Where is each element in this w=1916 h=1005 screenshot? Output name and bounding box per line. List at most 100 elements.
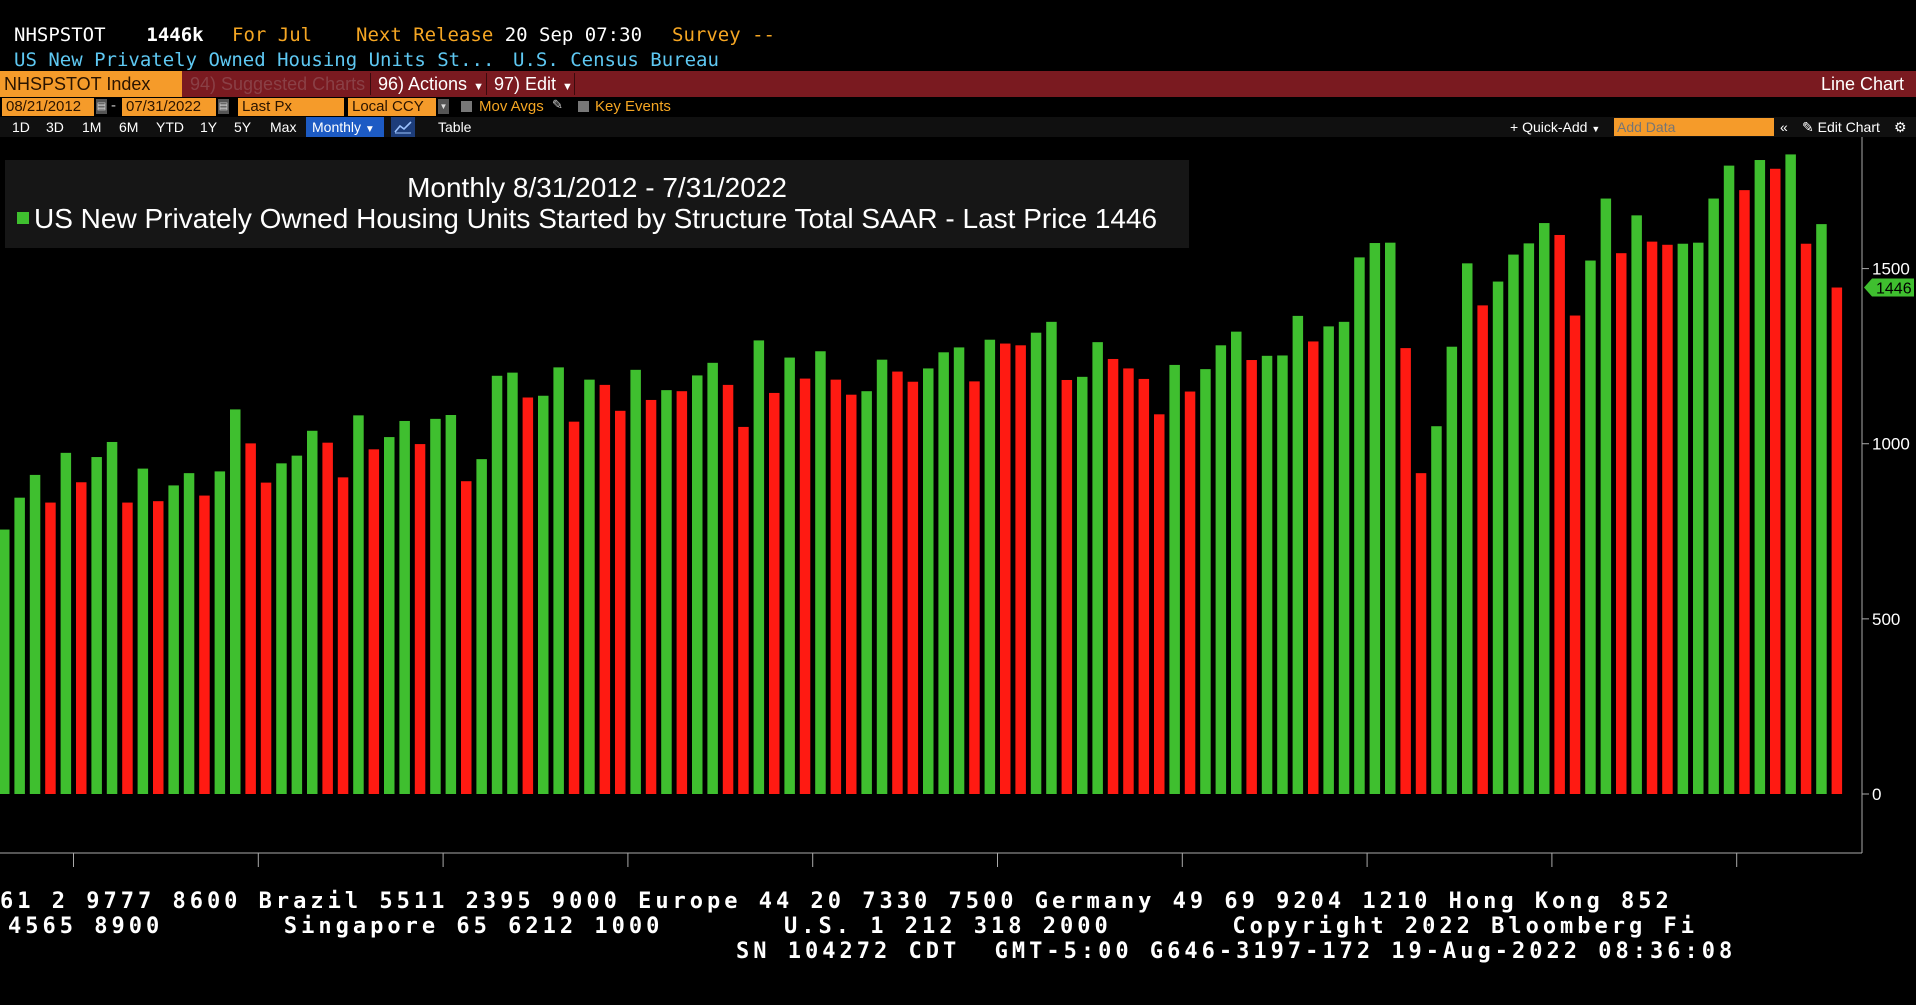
period-6m[interactable]: 6M bbox=[119, 119, 139, 135]
bar bbox=[538, 395, 549, 794]
frequency-label: Monthly bbox=[312, 119, 362, 135]
bar bbox=[769, 392, 780, 794]
chevron-down-icon[interactable]: ▼ bbox=[438, 99, 449, 114]
bar bbox=[1708, 198, 1719, 794]
edit-label: 97) Edit bbox=[494, 74, 557, 94]
bar bbox=[1554, 234, 1565, 794]
bar bbox=[1662, 244, 1673, 794]
bar bbox=[830, 379, 842, 794]
bar bbox=[476, 459, 487, 794]
edit-menu[interactable]: 97) Edit ▼ bbox=[494, 71, 573, 97]
edit-chart-button[interactable]: ✎ Edit Chart bbox=[1802, 117, 1880, 137]
bar bbox=[1508, 254, 1519, 794]
bar bbox=[214, 471, 226, 794]
bar bbox=[137, 468, 149, 794]
bar bbox=[1138, 378, 1150, 794]
bar bbox=[1831, 287, 1843, 794]
bar bbox=[1246, 360, 1257, 794]
end-date-field[interactable]: 07/31/2022 bbox=[122, 98, 216, 116]
bar bbox=[584, 379, 595, 794]
bar bbox=[183, 473, 195, 794]
bar bbox=[876, 359, 888, 794]
bar bbox=[645, 399, 657, 794]
pencil-icon[interactable]: ✎ bbox=[552, 97, 563, 112]
bar bbox=[1400, 348, 1411, 794]
bar bbox=[445, 415, 457, 794]
security-field[interactable]: NHSPSTOT Index bbox=[0, 71, 182, 97]
calendar-icon[interactable]: ▤ bbox=[96, 99, 107, 114]
bar bbox=[938, 352, 949, 794]
bar bbox=[1800, 243, 1812, 794]
period-3d[interactable]: 3D bbox=[46, 119, 64, 135]
bar bbox=[861, 391, 872, 794]
price-field-select[interactable]: Last Px bbox=[238, 98, 344, 116]
calendar-icon[interactable]: ▤ bbox=[218, 99, 229, 114]
bar bbox=[1539, 223, 1550, 794]
housing-starts-bar-chart: 0500100015002012201320142015201620172018… bbox=[0, 137, 1914, 867]
bar bbox=[76, 482, 87, 794]
bar bbox=[60, 452, 72, 794]
period-1m[interactable]: 1M bbox=[82, 119, 102, 135]
bar bbox=[1677, 243, 1689, 794]
collapse-icon[interactable]: « bbox=[1780, 119, 1788, 135]
bar bbox=[1462, 263, 1473, 794]
source-name: U.S. Census Bureau bbox=[513, 49, 719, 71]
caret-down-icon: ▼ bbox=[364, 124, 375, 135]
bar bbox=[892, 371, 903, 794]
bar bbox=[953, 347, 965, 794]
quick-add-button[interactable]: + Quick-Add ▼ bbox=[1510, 117, 1600, 137]
date-dash: - bbox=[111, 97, 116, 114]
period-5y[interactable]: 5Y bbox=[234, 119, 252, 135]
bar bbox=[1785, 154, 1796, 795]
ticker-label: NHSPSTOT bbox=[14, 24, 106, 46]
bar bbox=[1169, 364, 1180, 794]
start-date-field[interactable]: 08/21/2012 bbox=[2, 98, 94, 116]
bar bbox=[799, 378, 811, 794]
bar bbox=[14, 497, 25, 794]
bar bbox=[1739, 190, 1750, 794]
key-events-checkbox[interactable] bbox=[578, 101, 589, 112]
bar bbox=[291, 455, 303, 794]
bar bbox=[384, 437, 395, 794]
bar bbox=[1446, 346, 1458, 794]
period-ytd[interactable]: YTD bbox=[156, 119, 184, 135]
bar bbox=[353, 415, 364, 794]
y-tick-label: 1000 bbox=[1872, 435, 1910, 454]
plus-icon: + bbox=[1510, 119, 1519, 135]
period-1y[interactable]: 1Y bbox=[200, 119, 218, 135]
bar bbox=[1123, 368, 1134, 794]
bar bbox=[307, 430, 318, 794]
bar bbox=[1523, 243, 1535, 795]
legend-title: Monthly 8/31/2012 - 7/31/2022 bbox=[407, 172, 787, 203]
suggested-charts-button[interactable]: 94) Suggested Charts bbox=[190, 74, 366, 94]
bar bbox=[337, 477, 349, 794]
footer-session: SN 104272 CDT GMT-5:00 G646-3197-172 19-… bbox=[736, 939, 1737, 964]
period-max[interactable]: Max bbox=[270, 119, 297, 135]
table-button[interactable]: Table bbox=[438, 119, 472, 135]
chart-type-label[interactable]: Line Chart bbox=[1820, 74, 1904, 94]
controls-row: 08/21/2012 ▤ - 07/31/2022 ▤ Last Px Loca… bbox=[0, 97, 1916, 117]
bar bbox=[1631, 215, 1642, 795]
chart-style-icon[interactable] bbox=[391, 117, 415, 137]
mov-avgs-checkbox[interactable] bbox=[461, 101, 472, 112]
period-1d[interactable]: 1D bbox=[12, 119, 30, 135]
bar bbox=[491, 375, 503, 794]
bar bbox=[553, 367, 564, 794]
bar bbox=[815, 351, 826, 794]
gear-icon[interactable]: ⚙ bbox=[1894, 119, 1907, 135]
currency-select[interactable]: Local CCY bbox=[348, 98, 436, 116]
bar bbox=[1015, 345, 1026, 794]
actions-menu[interactable]: 96) Actions ▼ bbox=[378, 71, 484, 97]
frequency-select[interactable]: Monthly ▼ bbox=[306, 117, 384, 137]
bar bbox=[168, 485, 179, 794]
bar bbox=[1616, 253, 1627, 795]
bar bbox=[106, 441, 118, 794]
bar bbox=[1061, 379, 1073, 794]
bar bbox=[984, 339, 996, 794]
bar bbox=[1184, 391, 1196, 794]
bar bbox=[568, 421, 580, 794]
add-data-input[interactable] bbox=[1614, 118, 1774, 136]
main-toolbar: NHSPSTOT Index 94) Suggested Charts 96) … bbox=[0, 71, 1916, 97]
bar bbox=[1292, 315, 1304, 794]
legend-swatch bbox=[17, 212, 29, 224]
